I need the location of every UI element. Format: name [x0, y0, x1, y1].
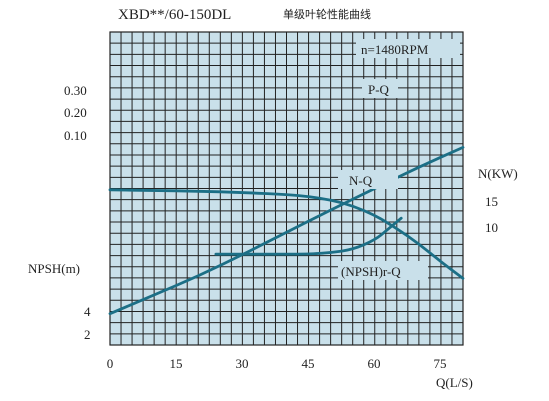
npsh-label: (NPSH)r-Q [341, 264, 401, 279]
pq-label-box [362, 79, 398, 98]
x-axis-label: Q(L/S) [436, 375, 473, 390]
npsh-axis-label: NPSH(m) [28, 261, 80, 276]
x-tick: 60 [368, 356, 381, 371]
head-tick: 0.30 [64, 83, 87, 98]
pq-label: P-Q [368, 82, 390, 97]
nq-label: N-Q [349, 173, 373, 188]
x-tick: 75 [434, 356, 447, 371]
nq-label-box [338, 170, 398, 189]
series-line-0 [108, 188, 465, 280]
power-tick: 10 [485, 220, 498, 235]
head-tick: 0.10 [64, 128, 87, 143]
x-tick: 30 [236, 356, 249, 371]
grid-lines [110, 32, 463, 345]
npsh-tick: 4 [84, 304, 91, 319]
npsh-tick: 2 [84, 327, 91, 342]
series-line-1 [108, 146, 465, 316]
chart-subtitle: 单级叶轮性能曲线 [283, 7, 371, 21]
npsh-label-box [338, 261, 428, 280]
power-tick: 15 [485, 194, 498, 209]
x-tick: 15 [170, 356, 183, 371]
series-line-2 [214, 216, 403, 256]
x-tick: 0 [107, 356, 114, 371]
x-tick: 45 [302, 356, 315, 371]
head-tick: 0.20 [64, 105, 87, 120]
speed-label: n=1480RPM [361, 42, 429, 57]
power-axis-label: N(KW) [478, 166, 518, 181]
speed-label-box [356, 39, 460, 58]
chart-title: XBD**/60-150DL [118, 7, 231, 23]
curves [108, 146, 465, 316]
